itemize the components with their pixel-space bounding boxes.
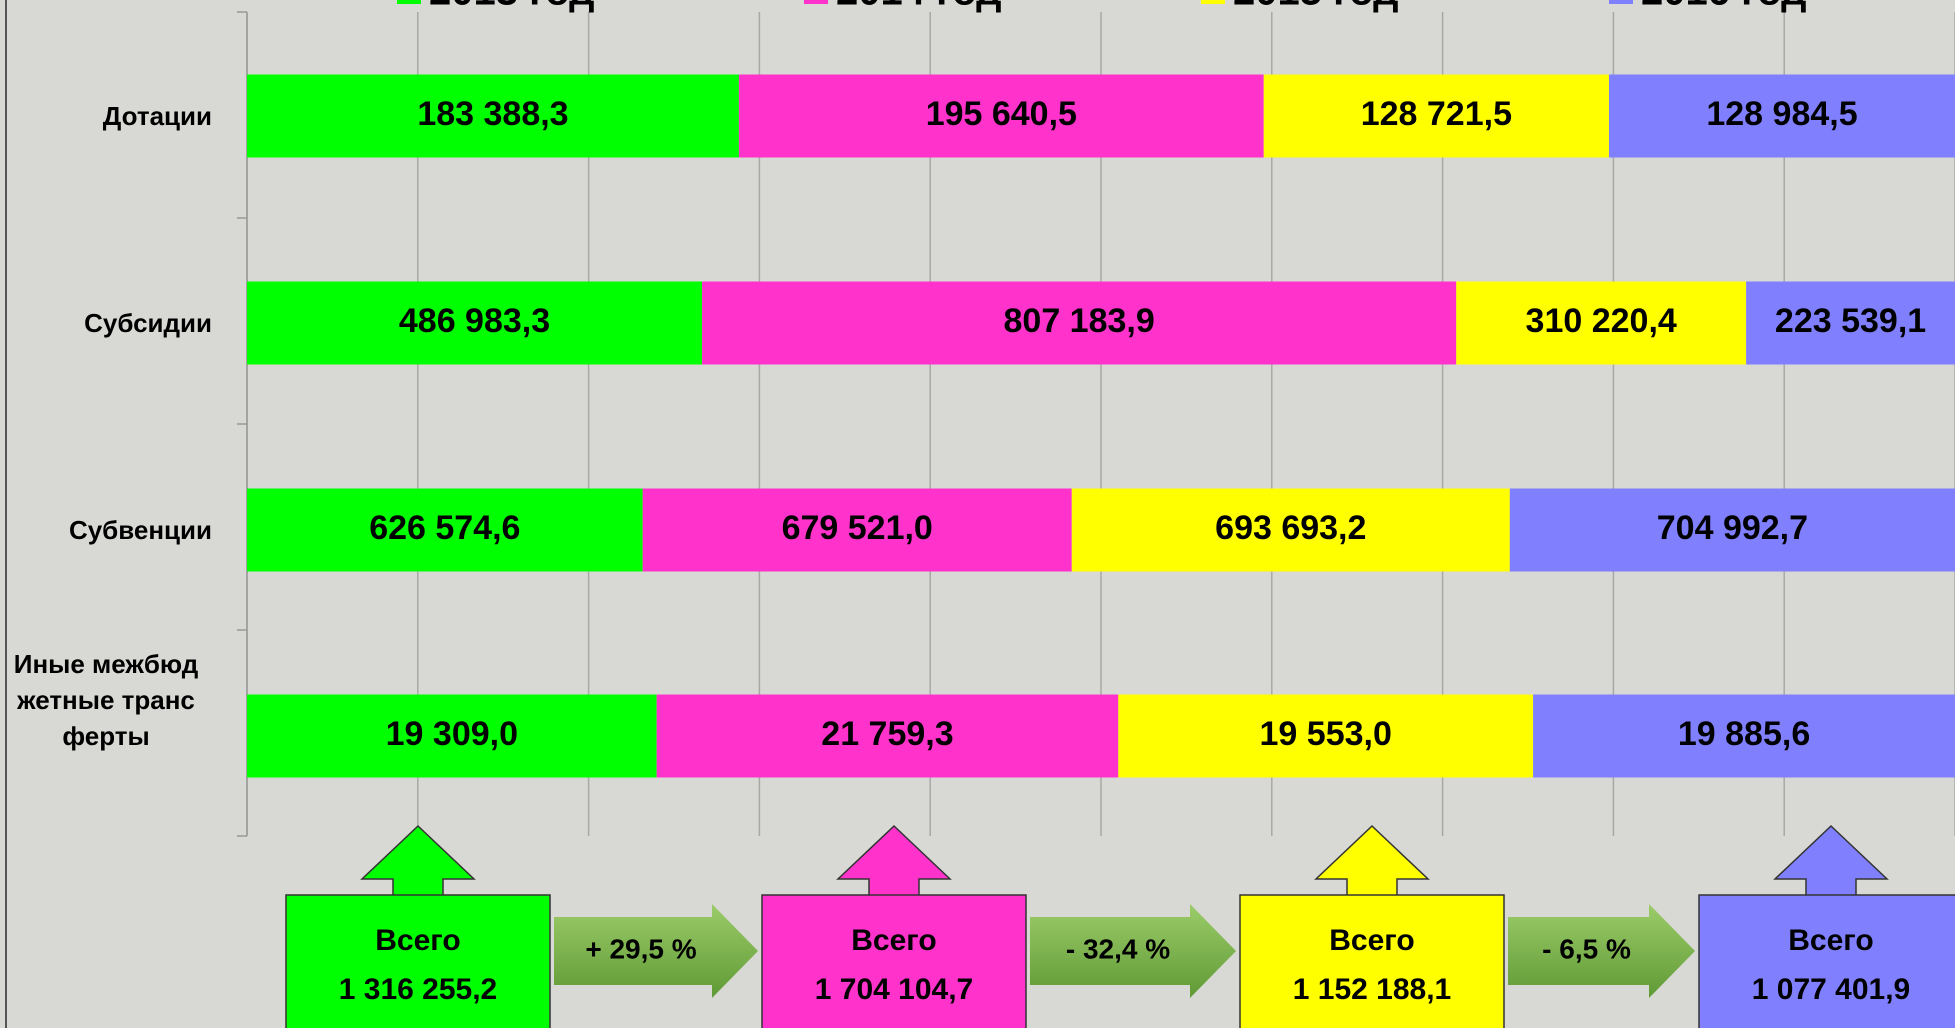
bar-segment — [247, 488, 643, 572]
up-arrow — [360, 824, 476, 897]
value-label: 807 183,9 — [1004, 302, 1155, 340]
total-title: Всего — [1788, 924, 1873, 957]
change-arrow — [1030, 904, 1236, 998]
up-arrow — [1314, 824, 1430, 897]
category-label: Субвенции — [68, 515, 212, 545]
value-label: 195 640,5 — [926, 95, 1077, 133]
value-label: 183 388,3 — [417, 95, 568, 133]
bar-segment — [247, 694, 657, 778]
total-box — [1698, 894, 1955, 1028]
bar-segment — [1071, 488, 1510, 572]
total-title: Всего — [375, 924, 460, 957]
category-label: Субсидии — [84, 308, 212, 338]
total-box — [761, 894, 1027, 1028]
bar-segment — [247, 74, 739, 158]
legend-label: 2015 год — [1233, 0, 1399, 14]
total-box — [285, 894, 551, 1028]
value-label: 21 759,3 — [821, 715, 953, 753]
bar-segment — [642, 488, 1072, 572]
bar-segment — [1456, 281, 1747, 365]
legend-label: 2013 год — [429, 0, 595, 14]
value-label: 693 693,2 — [1215, 509, 1366, 547]
legend-label: 2016 год — [1641, 0, 1807, 14]
legend-label: 2014 год — [836, 0, 1002, 14]
value-label: 679 521,0 — [782, 509, 933, 547]
total-value: 1 077 401,9 — [1752, 973, 1910, 1006]
value-label: 310 220,4 — [1526, 302, 1677, 340]
value-label: 486 983,3 — [399, 302, 550, 340]
total-box — [1239, 894, 1505, 1028]
change-label: + 29,5 % — [585, 933, 696, 964]
bar-segment — [247, 281, 703, 365]
legend-swatch — [397, 0, 421, 4]
up-arrow — [1773, 824, 1889, 897]
bar-segment — [1263, 74, 1610, 158]
bar-segment — [702, 281, 1457, 365]
value-label: 19 309,0 — [386, 715, 518, 753]
total-value: 1 152 188,1 — [1293, 973, 1451, 1006]
legend-swatch — [1609, 0, 1633, 4]
change-arrow — [1508, 904, 1695, 998]
total-value: 1 704 104,7 — [815, 973, 973, 1006]
category-label: Дотации — [102, 101, 212, 131]
total-title: Всего — [1329, 924, 1414, 957]
bar-segment — [1533, 694, 1955, 778]
value-label: 128 721,5 — [1361, 95, 1512, 133]
legend-swatch — [804, 0, 828, 4]
change-label: - 6,5 % — [1542, 933, 1631, 964]
legend-swatch — [1201, 0, 1225, 4]
bar-segment — [1118, 694, 1534, 778]
value-label: 704 992,7 — [1657, 509, 1808, 547]
category-label: Иные межбюджетные трансферты — [13, 649, 199, 751]
value-label: 223 539,1 — [1775, 302, 1926, 340]
value-label: 626 574,6 — [369, 509, 520, 547]
total-value: 1 316 255,2 — [339, 973, 497, 1006]
bar-segment — [656, 694, 1119, 778]
change-label: - 32,4 % — [1066, 933, 1170, 964]
value-label: 19 553,0 — [1260, 715, 1392, 753]
value-label: 19 885,6 — [1678, 715, 1810, 753]
total-title: Всего — [851, 924, 936, 957]
up-arrow — [836, 824, 952, 897]
bar-segment — [1746, 281, 1955, 365]
bar-segment — [1509, 488, 1955, 572]
bar-segment — [738, 74, 1264, 158]
change-arrow — [554, 904, 758, 998]
bar-segment — [1609, 74, 1955, 158]
value-label: 128 984,5 — [1706, 95, 1857, 133]
